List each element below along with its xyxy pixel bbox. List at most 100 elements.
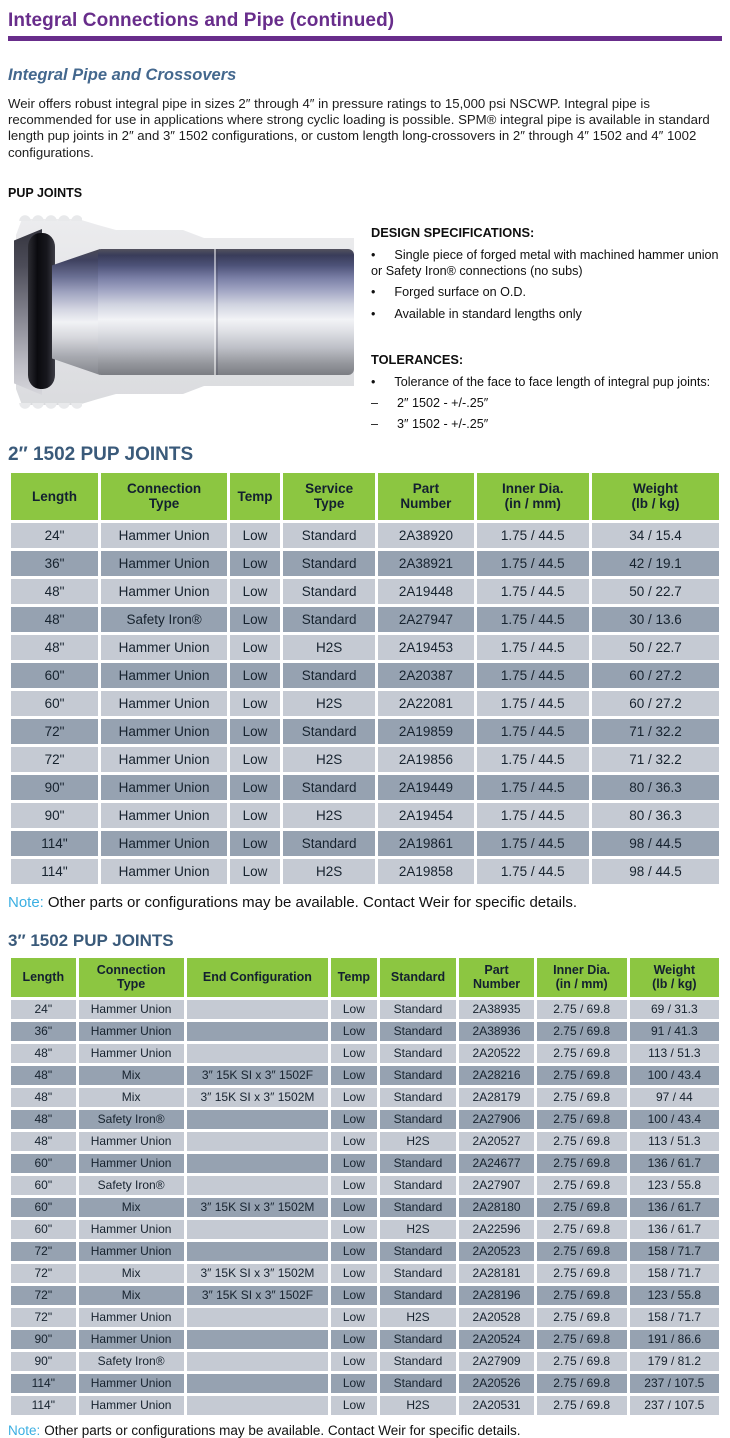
table-cell: 1.75 / 44.5 [476, 662, 590, 688]
table-cell: Hammer Union [78, 1329, 184, 1349]
table-row: 24" Hammer Union Low Standard 2A38920 1.75 / … [11, 522, 719, 548]
table-cell: 1.75 / 44.5 [476, 550, 590, 576]
table-cell: Standard [379, 1021, 457, 1041]
table-cell: 72" [11, 718, 98, 744]
table-cell [186, 1131, 329, 1151]
pipe-taper [52, 248, 100, 375]
header-row: Length Connection Type End Configuration Te… [11, 957, 719, 997]
table-cell: 100 / 43.4 [629, 1109, 719, 1129]
table-cell [186, 999, 329, 1019]
table-cell: Low [230, 718, 280, 744]
table-cell: 48" [11, 634, 98, 660]
table-cell [186, 1219, 329, 1239]
table-cell: Low [331, 1109, 377, 1129]
table-row: 60" Hammer Union Low Standard 2A20387 1.75 / … [11, 662, 719, 688]
table-cell: 60" [11, 1197, 76, 1217]
table-cell: 1.75 / 44.5 [476, 802, 590, 828]
table-cell: 48" [11, 606, 98, 632]
table-cell: 91 / 41.3 [629, 1021, 719, 1041]
table-cell: 2A19454 [378, 802, 474, 828]
table-cell: Low [331, 1043, 377, 1063]
table-cell: Low [331, 1021, 377, 1041]
table-cell: 2.75 / 69.8 [536, 1043, 627, 1063]
table-cell: Standard [282, 522, 376, 548]
table-cell: Low [230, 802, 280, 828]
table-cell [186, 1307, 329, 1327]
bullet-marker: – [371, 395, 379, 410]
table-cell: Hammer Union [100, 522, 228, 548]
table-cell: 2A27907 [459, 1175, 534, 1195]
table-cell: 2A22596 [459, 1219, 534, 1239]
table-row: 48" Hammer Union Low Standard 2A19448 1.75 / … [11, 578, 719, 604]
note-text: Other parts or configurations may be ava… [47, 893, 577, 911]
table-cell [186, 1329, 329, 1349]
column-header: Temp [230, 472, 280, 520]
table-note-3inch: Note: Other parts or configurations may b… [8, 1423, 722, 1438]
table-cell: 136 / 61.7 [629, 1197, 719, 1217]
table-cell: Hammer Union [78, 1021, 184, 1041]
table-cell [186, 1373, 329, 1393]
section-title: Integral Pipe and Crossovers [8, 66, 237, 84]
table-cell: 72" [11, 1285, 76, 1305]
bullet-item: – 3″ 1502 - +/-.25″ [371, 416, 722, 432]
table-row: 72" Hammer Union Low Standard 2A20523 2.75 / … [11, 1241, 719, 1261]
table-cell: Standard [379, 1153, 457, 1173]
table-cell: 2A28179 [459, 1087, 534, 1107]
table-cell: Low [331, 1351, 377, 1371]
column-header: Weight (lb / kg) [592, 472, 719, 520]
table-row: 60" Safety Iron® Low Standard 2A27907 2.75 / … [11, 1175, 719, 1195]
table-cell: 2.75 / 69.8 [536, 1373, 627, 1393]
design-specs-list: • Single piece of forged metal with machi… [371, 247, 722, 322]
table-cell: Low [230, 746, 280, 772]
table-cell: Standard [379, 1087, 457, 1107]
bullet-marker: – [371, 417, 379, 432]
table-cell: 34 / 15.4 [592, 522, 719, 548]
table-cell: 158 / 71.7 [629, 1307, 719, 1327]
table-cell: 2A27906 [459, 1109, 534, 1129]
tolerances-list: • Tolerance of the face to face length of… [371, 374, 722, 390]
table-cell [186, 1043, 329, 1063]
table-cell: 2A19856 [378, 746, 474, 772]
table-cell [186, 1241, 329, 1261]
table-cell: 36" [11, 550, 98, 576]
table-cell: Hammer Union [100, 858, 228, 884]
table-cell: 237 / 107.5 [629, 1373, 719, 1393]
table-cell: Low [230, 606, 280, 632]
table-cell: Low [230, 830, 280, 856]
table-cell: Low [230, 634, 280, 660]
pup-joint-illustration [8, 205, 358, 419]
table-cell: 191 / 86.6 [629, 1329, 719, 1349]
column-header: Part Number [459, 957, 534, 997]
table-cell: 1.75 / 44.5 [476, 774, 590, 800]
table-cell: 60 / 27.2 [592, 690, 719, 716]
table-cell: Low [331, 1307, 377, 1327]
bullet-item: – 2″ 1502 - +/-.25″ [371, 395, 722, 411]
table-cell: 2A28196 [459, 1285, 534, 1305]
table-row: 48" Hammer Union Low H2S 2A19453 1.75 / 44.5 5… [11, 634, 719, 660]
table-cell: Safety Iron® [78, 1351, 184, 1371]
table-cell: 60" [11, 662, 98, 688]
table-cell: Standard [379, 1263, 457, 1283]
column-header: Temp [331, 957, 377, 997]
table-cell: 2A19453 [378, 634, 474, 660]
table-cell: 3″ 15K SI x 3″ 1502M [186, 1087, 329, 1107]
table-cell [186, 1109, 329, 1129]
table-cell: 72" [11, 1241, 76, 1261]
table-row: 48" Safety Iron® Low Standard 2A27947 1.75 / … [11, 606, 719, 632]
table-cell: Hammer Union [100, 802, 228, 828]
table-cell: 2A38936 [459, 1021, 534, 1041]
table-row: 60" Mix 3″ 15K SI x 3″ 1502M Low Standard 2A2… [11, 1197, 719, 1217]
table-cell [186, 1175, 329, 1195]
table-cell: Standard [379, 1329, 457, 1349]
table-cell: 50 / 22.7 [592, 634, 719, 660]
table-cell: 2.75 / 69.8 [536, 1285, 627, 1305]
table-cell: Standard [282, 550, 376, 576]
table-row: 60" Hammer Union Low H2S 2A22596 2.75 / 69.8 1… [11, 1219, 719, 1239]
table-cell: Low [230, 774, 280, 800]
table-cell: Low [230, 550, 280, 576]
table-cell: Hammer Union [100, 662, 228, 688]
table-cell: 158 / 71.7 [629, 1241, 719, 1261]
table-cell: 2.75 / 69.8 [536, 1087, 627, 1107]
table-cell: Low [331, 1065, 377, 1085]
table-cell: Low [331, 1219, 377, 1239]
